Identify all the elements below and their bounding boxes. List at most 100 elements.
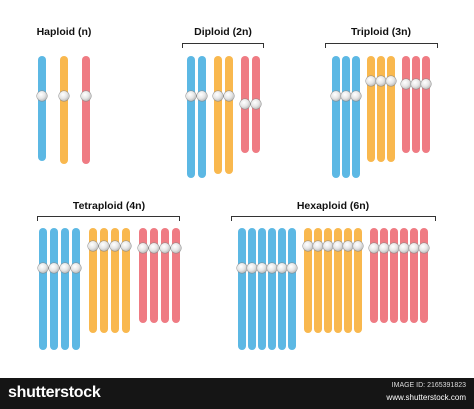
triploid-chromosome-blue xyxy=(342,56,350,178)
triploid-centromere xyxy=(366,76,376,86)
triploid-centromere xyxy=(341,91,351,101)
tetraploid-chromosome-blue xyxy=(38,228,47,350)
tetraploid-centromere xyxy=(120,241,131,251)
diploid-chromosome-orange xyxy=(213,56,222,174)
tetraploid-chromosome-red xyxy=(138,228,147,323)
diploid-chromosome-blue xyxy=(186,56,195,178)
hexaploid-chromosome-blue xyxy=(258,228,266,350)
hexaploid-chromosome-blue xyxy=(278,228,286,350)
hexaploid-centromere xyxy=(277,263,287,273)
hexaploid-chromosome-red xyxy=(400,228,408,323)
hexaploid-bracket xyxy=(231,216,436,221)
hexaploid-chromosome-blue xyxy=(248,228,256,350)
triploid-chromosome-blue xyxy=(332,56,340,178)
diploid-centromere xyxy=(185,91,196,101)
hexaploid-centromere xyxy=(399,243,409,253)
hexaploid-chromosome-red xyxy=(410,228,418,323)
hexaploid-centromere xyxy=(333,241,343,251)
triploid-centromere xyxy=(386,76,396,86)
haploid-chromosome-blue xyxy=(38,56,46,161)
hexaploid-centromere xyxy=(379,243,389,253)
haploid-title: Haploid (n) xyxy=(36,26,92,38)
hexaploid-chromosome-orange xyxy=(334,228,342,333)
tetraploid-chromosome-red xyxy=(160,228,169,323)
hexaploid-centromere xyxy=(303,241,313,251)
site-url: www.shutterstock.com xyxy=(386,393,466,402)
tetraploid-centromere xyxy=(170,243,181,253)
tetraploid-centromere xyxy=(37,263,48,273)
tetraploid-chromosome-red xyxy=(149,228,158,323)
triploid-chromosome-red xyxy=(422,56,430,153)
hexaploid-centromere xyxy=(389,243,399,253)
haploid-centromere xyxy=(59,91,69,101)
triploid-chromosome-orange xyxy=(377,56,385,162)
image-id-label: IMAGE ID: 2165391823 xyxy=(391,382,466,389)
diploid-chromosome-blue xyxy=(197,56,206,178)
triploid-centromere xyxy=(421,79,431,89)
brand-logo: shutterstock xyxy=(8,384,101,401)
triploid-chromosome-red xyxy=(412,56,420,153)
triploid-chromosome-red xyxy=(402,56,410,153)
tetraploid-chromosome-orange xyxy=(99,228,108,333)
hexaploid-centromere xyxy=(237,263,247,273)
hexaploid-chromosome-orange xyxy=(344,228,352,333)
hexaploid-centromere xyxy=(267,263,277,273)
hexaploid-chromosome-orange xyxy=(324,228,332,333)
triploid-chromosome-orange xyxy=(387,56,395,162)
hexaploid-centromere xyxy=(247,263,257,273)
haploid-chromosome-orange xyxy=(60,56,68,164)
tetraploid-chromosome-orange xyxy=(110,228,119,333)
triploid-centromere xyxy=(411,79,421,89)
tetraploid-centromere xyxy=(137,243,148,253)
hexaploid-chromosome-blue xyxy=(288,228,296,350)
triploid-centromere xyxy=(401,79,411,89)
hexaploid-centromere xyxy=(257,263,267,273)
hexaploid-chromosome-red xyxy=(390,228,398,323)
tetraploid-centromere xyxy=(148,243,159,253)
hexaploid-chromosome-orange xyxy=(354,228,362,333)
hexaploid-centromere xyxy=(409,243,419,253)
hexaploid-chromosome-red xyxy=(370,228,378,323)
tetraploid-chromosome-orange xyxy=(88,228,97,333)
tetraploid-chromosome-red xyxy=(171,228,180,323)
tetraploid-centromere xyxy=(98,241,109,251)
hexaploid-centromere xyxy=(419,243,429,253)
hexaploid-chromosome-orange xyxy=(304,228,312,333)
hexaploid-chromosome-red xyxy=(380,228,388,323)
tetraploid-centromere xyxy=(70,263,81,273)
triploid-chromosome-orange xyxy=(367,56,375,162)
diploid-bracket xyxy=(182,43,264,48)
tetraploid-chromosome-orange xyxy=(121,228,130,333)
triploid-bracket xyxy=(325,43,438,48)
tetraploid-centromere xyxy=(48,263,59,273)
tetraploid-chromosome-blue xyxy=(60,228,69,350)
triploid-centromere xyxy=(331,91,341,101)
stock-footer: shutterstock IMAGE ID: 2165391823 www.sh… xyxy=(0,378,474,409)
diploid-centromere xyxy=(196,91,207,101)
tetraploid-chromosome-blue xyxy=(71,228,80,350)
hexaploid-chromosome-orange xyxy=(314,228,322,333)
tetraploid-centromere xyxy=(159,243,170,253)
hexaploid-centromere xyxy=(353,241,363,251)
tetraploid-bracket xyxy=(37,216,180,221)
triploid-centromere xyxy=(351,91,361,101)
triploid-title: Triploid (3n) xyxy=(350,26,412,38)
tetraploid-title: Tetraploid (4n) xyxy=(72,200,146,212)
hexaploid-chromosome-red xyxy=(420,228,428,323)
diploid-chromosome-orange xyxy=(224,56,233,174)
haploid-centromere xyxy=(37,91,47,101)
diploid-title: Diploid (2n) xyxy=(194,26,252,38)
ploidy-diagram: Haploid (n) Diploid (2n) Triploid (3n) Tetr… xyxy=(36,26,438,350)
triploid-chromosome-blue xyxy=(352,56,360,178)
hexaploid-centromere xyxy=(313,241,323,251)
haploid-centromere xyxy=(81,91,91,101)
hexaploid-title: Hexaploid (6n) xyxy=(296,200,370,212)
diploid-centromere xyxy=(223,91,234,101)
tetraploid-centromere xyxy=(59,263,70,273)
haploid-chromosome-red xyxy=(82,56,90,164)
hexaploid-chromosome-blue xyxy=(238,228,246,350)
tetraploid-centromere xyxy=(109,241,120,251)
triploid-centromere xyxy=(376,76,386,86)
tetraploid-centromere xyxy=(87,241,98,251)
hexaploid-centromere xyxy=(369,243,379,253)
